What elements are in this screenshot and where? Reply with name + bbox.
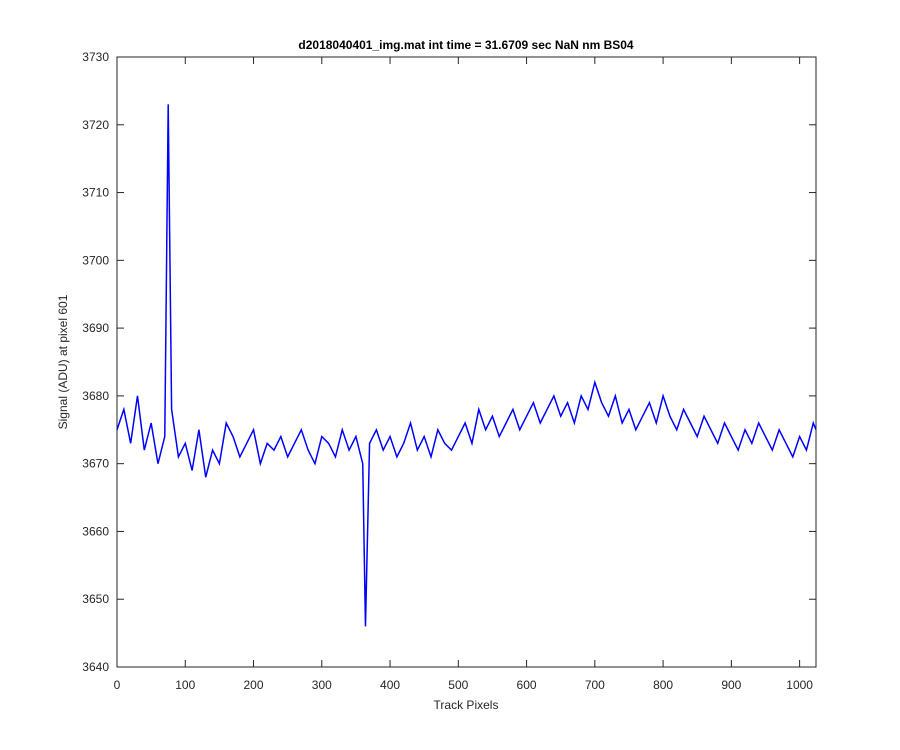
x-tick-label: 500 (448, 678, 468, 692)
x-tick-label: 1000 (786, 678, 813, 692)
y-tick-label: 3700 (82, 253, 109, 267)
x-tick-label: 300 (312, 678, 332, 692)
ticks-layer: 0 100 200 300 400 500 600 700 800 900 1000 3640 3650… (82, 50, 816, 692)
y-tick-label: 3730 (82, 50, 109, 64)
y-axis-label: Signal (ADU) at pixel 601 (56, 294, 70, 429)
x-tick-label: 800 (653, 678, 673, 692)
series-line-0 (116, 104, 817, 627)
trace-layer (116, 104, 817, 627)
x-tick-label: 600 (517, 678, 537, 692)
x-tick-label: 400 (380, 678, 400, 692)
plot-area (116, 56, 817, 668)
chart-title: d2018040401_img.mat int time = 31.6709 s… (298, 38, 634, 52)
x-tick-label: 0 (114, 678, 121, 692)
x-tick-label: 700 (585, 678, 605, 692)
y-tick-label: 3680 (82, 389, 109, 403)
x-tick-label: 900 (721, 678, 741, 692)
x-tick-label: 100 (175, 678, 195, 692)
x-tick-label: 200 (244, 678, 264, 692)
y-tick-label: 3710 (82, 186, 109, 200)
y-tick-label: 3640 (82, 660, 109, 674)
y-tick-label: 3660 (82, 524, 109, 538)
x-axis-label: Track Pixels (434, 698, 499, 712)
y-tick-label: 3690 (82, 321, 109, 335)
y-tick-label: 3720 (82, 118, 109, 132)
y-tick-label: 3650 (82, 592, 109, 606)
y-tick-label: 3670 (82, 457, 109, 471)
